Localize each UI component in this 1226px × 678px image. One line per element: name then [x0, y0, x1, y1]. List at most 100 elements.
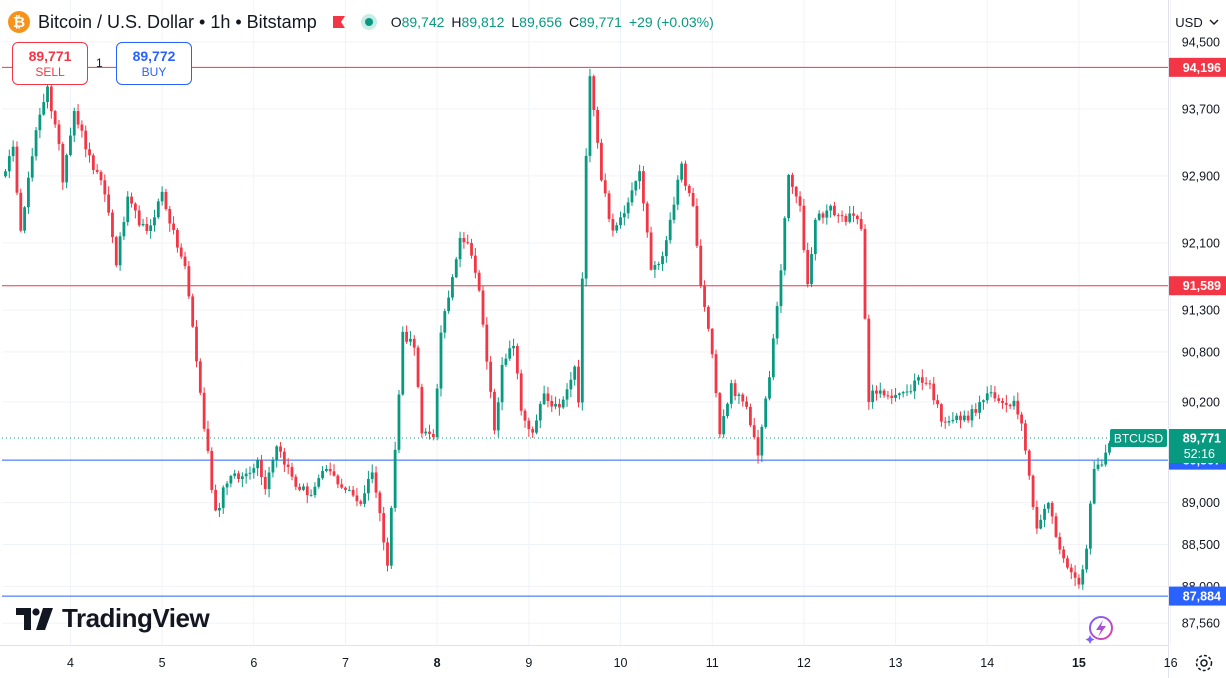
candle-body	[974, 409, 978, 413]
candle	[1027, 449, 1031, 480]
candle	[844, 213, 848, 226]
candle-body	[260, 460, 263, 477]
candle	[779, 264, 783, 313]
candle	[80, 120, 84, 138]
candle	[985, 386, 989, 404]
candle-body	[607, 193, 611, 219]
candle-body	[913, 380, 917, 392]
candle	[535, 414, 538, 435]
ohlc-item: O89,742	[391, 14, 445, 30]
candle-body	[897, 393, 901, 395]
candle	[168, 205, 172, 232]
candle	[260, 454, 263, 486]
candle-body	[69, 135, 72, 156]
candle-body	[905, 391, 909, 393]
candle	[630, 182, 634, 206]
candle	[993, 386, 997, 402]
tradingview-logo[interactable]: TradingView	[16, 603, 210, 634]
candle-body	[378, 492, 382, 514]
candle	[191, 293, 195, 328]
candle-body	[290, 466, 294, 477]
level-tag: 94,196	[1169, 57, 1226, 77]
candle	[271, 456, 275, 478]
candle	[1058, 532, 1062, 555]
flag-icon[interactable]	[331, 14, 347, 30]
ohlc-value: 89,656	[519, 14, 562, 30]
candle	[424, 428, 428, 436]
candle	[409, 331, 412, 346]
candle	[592, 74, 596, 117]
candle	[336, 474, 340, 489]
time-tick-label: 5	[159, 656, 166, 670]
symbol-title[interactable]: Bitcoin / U.S. Dollar • 1h • Bitstamp	[38, 11, 317, 32]
candle	[718, 391, 722, 439]
candle-body	[164, 191, 168, 209]
candle-body	[11, 146, 15, 157]
candle	[1035, 500, 1039, 534]
candle-body	[282, 451, 286, 465]
candle	[729, 379, 733, 409]
candle	[687, 184, 691, 197]
candle-body	[233, 473, 237, 476]
candle	[817, 210, 821, 222]
level-tag-label: 91,589	[1183, 279, 1221, 293]
candle-body	[558, 403, 561, 408]
candle	[894, 387, 897, 402]
level-tag: 87,884	[1169, 586, 1226, 606]
candle	[412, 335, 416, 356]
candle-body	[42, 102, 46, 115]
candle-body	[737, 394, 741, 396]
candle	[69, 127, 72, 157]
candle	[607, 190, 611, 223]
candle	[382, 506, 386, 551]
candle-body	[431, 433, 435, 438]
candle-body	[878, 390, 882, 394]
candle	[164, 188, 168, 211]
sell-button[interactable]: 89,771 SELL	[12, 42, 88, 85]
candle-body	[485, 324, 489, 362]
candle	[783, 216, 787, 276]
candle	[317, 474, 321, 489]
candle	[527, 417, 531, 437]
candle-body	[519, 373, 523, 411]
candle-body	[386, 542, 389, 566]
candle-body	[718, 393, 722, 435]
candle	[577, 359, 580, 408]
settings-icon[interactable]	[1193, 652, 1215, 674]
candle-body	[275, 446, 279, 461]
candle	[726, 402, 729, 419]
candle	[619, 211, 622, 229]
candle-body	[565, 389, 569, 400]
candle-body	[1066, 558, 1069, 568]
candle	[187, 260, 191, 300]
candle	[951, 412, 955, 424]
candle-body	[1054, 516, 1058, 537]
candle	[149, 219, 153, 239]
candle	[103, 174, 107, 202]
candle-body	[38, 114, 42, 131]
candle-body	[699, 245, 703, 286]
currency-selector[interactable]: USD	[1172, 8, 1222, 36]
candle	[584, 148, 588, 287]
candle	[420, 383, 424, 438]
candle-body	[210, 450, 214, 490]
candle-body	[80, 124, 84, 131]
market-open-dot-icon	[360, 14, 377, 30]
currency-label: USD	[1175, 14, 1203, 30]
sparkle-assistant-icon[interactable]	[1084, 613, 1116, 645]
ohlc-item: H89,812	[451, 14, 504, 30]
candle-body	[890, 395, 894, 398]
candle-body	[806, 250, 810, 285]
buy-button[interactable]: 89,772 BUY	[116, 42, 192, 85]
candle	[863, 224, 867, 320]
candle-body	[328, 468, 332, 472]
candle	[634, 180, 638, 196]
candle	[172, 216, 175, 235]
candle-body	[642, 171, 645, 204]
candle	[309, 489, 313, 497]
candle-body	[569, 379, 573, 390]
candle	[554, 396, 557, 410]
candle	[813, 217, 817, 261]
